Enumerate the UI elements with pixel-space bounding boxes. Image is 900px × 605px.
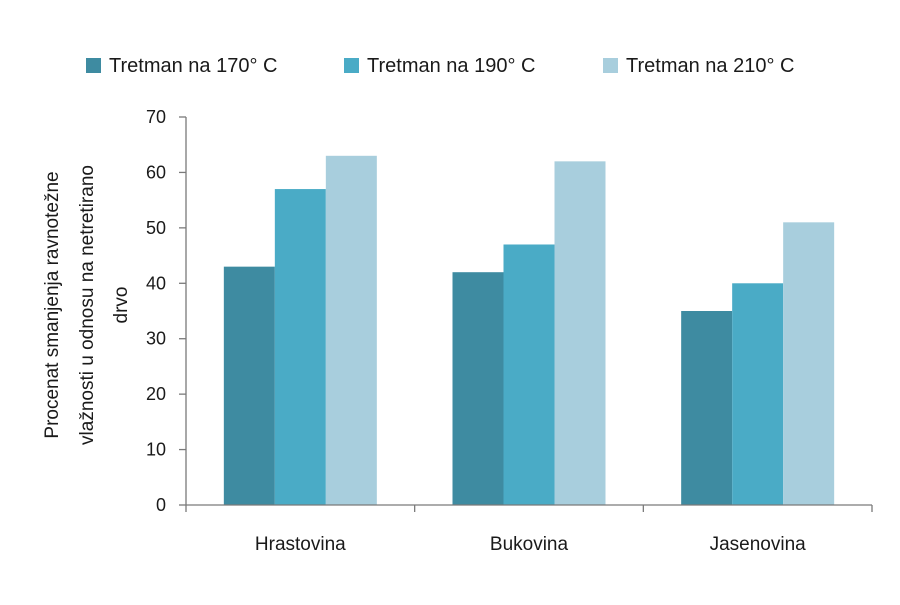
y-tick-label: 20 [146, 384, 166, 404]
y-tick-label: 50 [146, 218, 166, 238]
legend-label: Tretman na 210° C [626, 55, 794, 77]
legend-swatch [344, 58, 359, 73]
y-axis-label: Procenat smanjenja ravnotežne vlažnosti u… [42, 165, 132, 445]
bar-jasenovina-series-3 [783, 222, 835, 506]
x-category-label: Bukovina [490, 534, 569, 555]
y-tick-label: 30 [146, 329, 166, 349]
bar-hrastovina-series-2 [274, 189, 326, 506]
y-tick-label: 70 [146, 107, 166, 127]
legend-swatch [86, 58, 101, 73]
bar-bukovina-series-1 [452, 272, 504, 505]
bar-bukovina-series-3 [554, 161, 606, 506]
bar-hrastovina-series-3 [325, 155, 377, 506]
y-axis-label-line: Procenat smanjenja ravnotežne [42, 171, 63, 438]
legend: Tretman na 170° C Tretman na 190° C Tretma… [86, 55, 794, 77]
x-category-label: Hrastovina [255, 534, 346, 555]
axes-group [185, 117, 873, 512]
bar-bukovina-series-2 [503, 244, 555, 505]
y-tick-label: 60 [146, 162, 166, 182]
y-tick-label: 10 [146, 440, 166, 460]
y-axis-label-line: vlažnosti u odnosu na netretirano [77, 165, 98, 445]
y-ticks-group: 0 10 20 30 40 50 60 70 [146, 107, 186, 515]
y-tick-label: 40 [146, 273, 166, 293]
y-tick-label: 0 [156, 495, 166, 515]
x-categories-group: Hrastovina Bukovina Jasenovina [255, 534, 806, 555]
bar-jasenovina-series-2 [732, 283, 784, 505]
bars-group [223, 155, 835, 506]
x-category-label: Jasenovina [710, 534, 807, 555]
bar-hrastovina-series-1 [223, 266, 275, 505]
legend-swatch [603, 58, 618, 73]
legend-label: Tretman na 170° C [109, 55, 277, 77]
bar-jasenovina-series-1 [681, 311, 733, 505]
y-axis-label-line: drvo [111, 287, 132, 324]
legend-label: Tretman na 190° C [367, 55, 535, 77]
